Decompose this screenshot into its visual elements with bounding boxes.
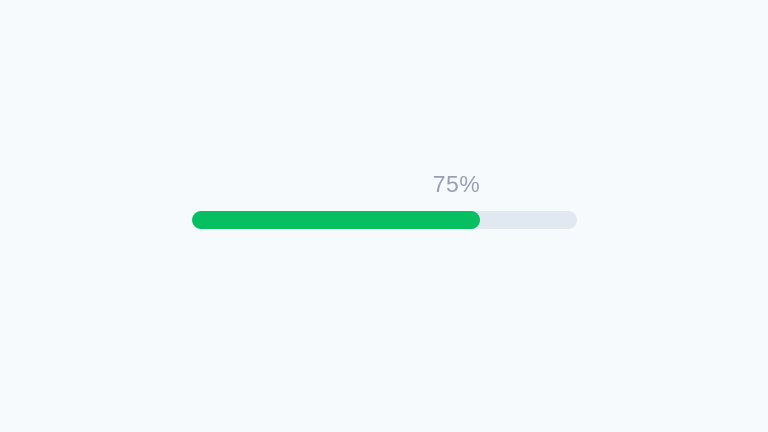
- progress-track: [191, 211, 577, 229]
- progress-fill: [191, 211, 481, 229]
- progress-widget: 75%: [191, 171, 577, 229]
- progress-label-row: 75%: [192, 171, 481, 198]
- progress-percentage-label: 75%: [432, 171, 481, 197]
